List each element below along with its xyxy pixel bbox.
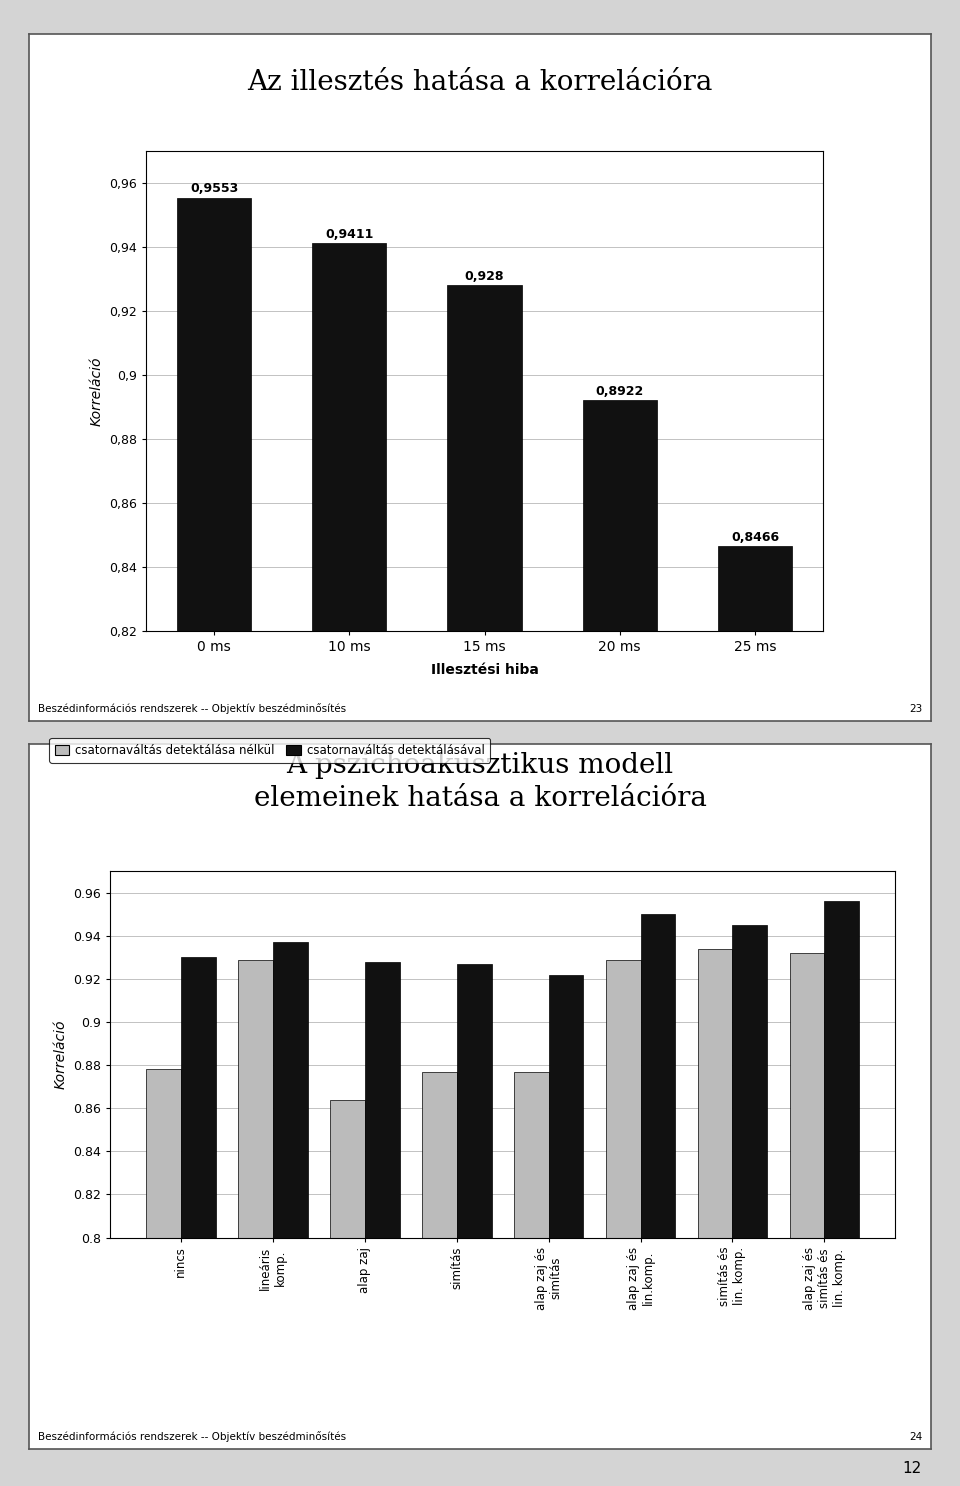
Text: A pszichoakusztikus modell
elemeinek hatása a korrelációra: A pszichoakusztikus modell elemeinek hat… <box>253 752 707 811</box>
Bar <box>640 914 676 1486</box>
Bar <box>718 547 792 1486</box>
Text: Beszédinformációs rendszerek -- Objektív beszédminősítés: Beszédinformációs rendszerek -- Objektív… <box>37 703 346 713</box>
Text: 0,9553: 0,9553 <box>190 183 238 196</box>
Text: 0,928: 0,928 <box>465 270 504 282</box>
Text: 0,8922: 0,8922 <box>595 385 644 398</box>
Text: 12: 12 <box>902 1461 922 1476</box>
Legend: csatornaváltás detektálása nélkül, csatornaváltás detektálásával: csatornaváltás detektálása nélkül, csato… <box>49 739 491 762</box>
Bar <box>698 950 732 1486</box>
Bar <box>365 961 399 1486</box>
Bar <box>312 244 387 1486</box>
Bar <box>548 975 584 1486</box>
Bar <box>732 926 767 1486</box>
Bar <box>789 953 825 1486</box>
Bar <box>329 1100 365 1486</box>
Y-axis label: Korreláció: Korreláció <box>89 357 104 426</box>
Y-axis label: Korreláció: Korreláció <box>54 1019 67 1089</box>
Bar <box>606 960 640 1486</box>
Bar <box>447 285 521 1486</box>
Bar <box>421 1071 457 1486</box>
Text: Beszédinformációs rendszerek -- Objektív beszédminősítés: Beszédinformációs rendszerek -- Objektív… <box>37 1431 346 1441</box>
Bar <box>180 957 216 1486</box>
Text: 0,9411: 0,9411 <box>325 227 373 241</box>
Text: 24: 24 <box>909 1433 923 1441</box>
Bar <box>273 942 307 1486</box>
Text: 23: 23 <box>909 704 923 713</box>
Bar <box>514 1071 548 1486</box>
Bar <box>825 902 859 1486</box>
Bar <box>457 964 492 1486</box>
Bar <box>177 198 252 1486</box>
Bar <box>146 1070 180 1486</box>
Bar <box>583 400 657 1486</box>
Bar <box>238 960 273 1486</box>
X-axis label: Illesztési hiba: Illesztési hiba <box>431 663 539 676</box>
Text: Az illesztés hatása a korrelációra: Az illesztés hatása a korrelációra <box>248 68 712 95</box>
Text: 0,8466: 0,8466 <box>731 531 779 544</box>
